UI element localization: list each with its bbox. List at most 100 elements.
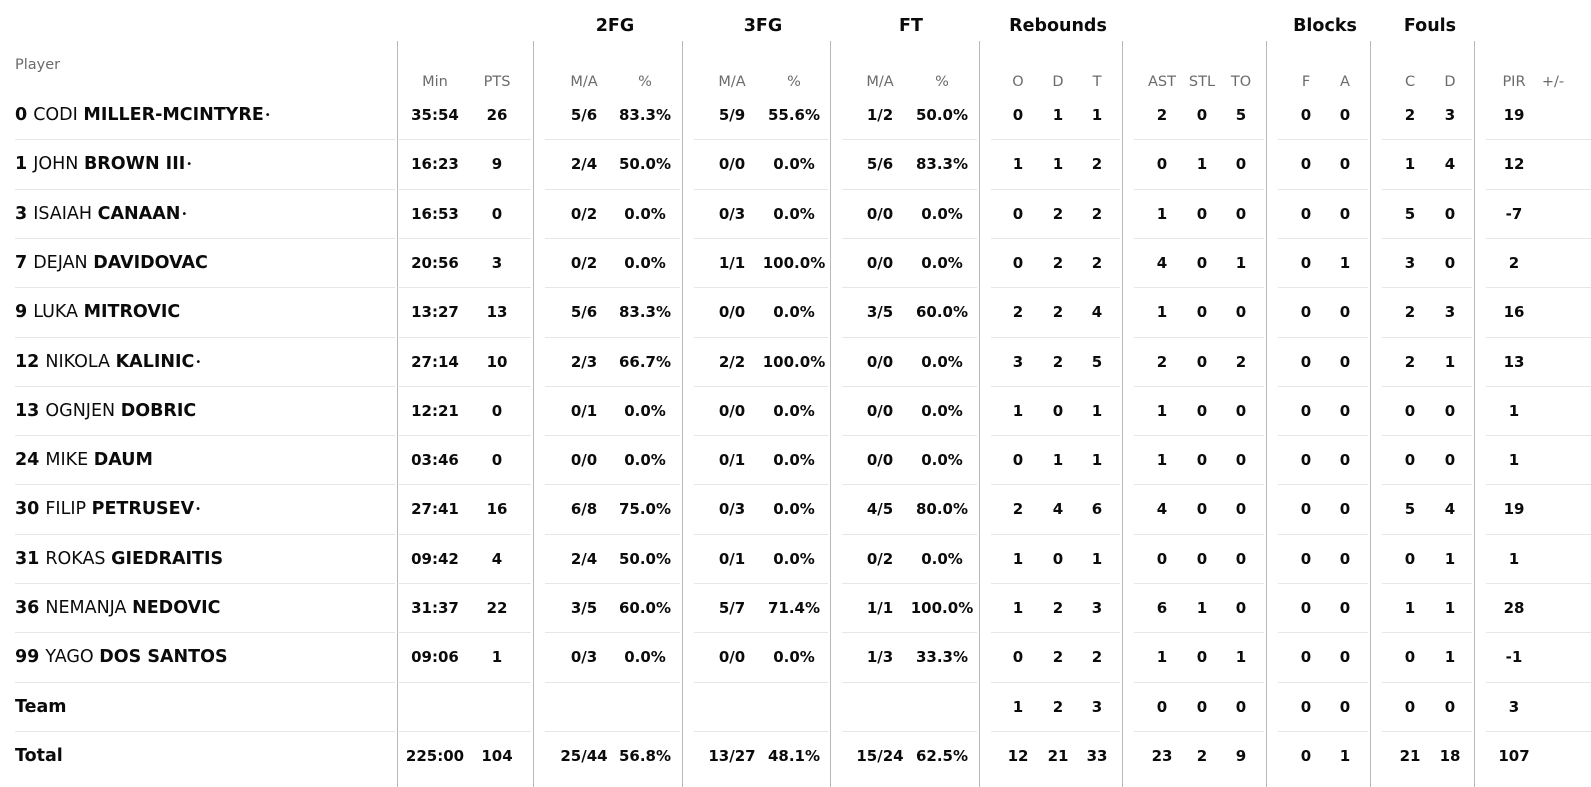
stat-cell-blk-f: 0: [1300, 599, 1312, 617]
row-divider: [1382, 435, 1472, 436]
stat-cell-reb-t: 1: [1091, 451, 1103, 470]
stat-cell-ft-ma: 0/0: [866, 204, 894, 223]
column-header-blk-a: A: [1340, 74, 1350, 90]
stat-cell-min: 225:00: [405, 746, 465, 765]
player-name-link[interactable]: 36 NEMANJA NEDOVIC: [15, 584, 221, 633]
column-divider: [682, 41, 683, 787]
stat-cell-blk-f: 0: [1300, 106, 1312, 124]
row-divider: [1486, 682, 1591, 683]
player-first-name: FILIP: [45, 499, 87, 520]
player-first-name: NIKOLA: [45, 351, 111, 372]
row-divider: [1382, 682, 1472, 683]
row-divider: [545, 238, 680, 239]
stat-cell-reb-o: 1: [1012, 401, 1024, 420]
stat-cell-blk-a: 0: [1339, 648, 1351, 667]
row-divider: [1486, 189, 1591, 190]
player-name-link[interactable]: 7 DEJAN DAVIDOVAC: [15, 239, 208, 288]
stat-cell-fg2-ma: 2/3: [570, 352, 598, 371]
row-divider: [991, 583, 1120, 584]
stat-cell-foul-d: 4: [1444, 500, 1456, 519]
row-divider: [991, 484, 1120, 485]
player-column-header: Player: [15, 57, 61, 73]
group-ft: FT: [899, 16, 923, 36]
stat-cell-stl: 1: [1196, 599, 1208, 617]
player-name-link[interactable]: 3 ISAIAH CANAAN•: [15, 190, 187, 239]
stat-cell-reb-t: 3: [1091, 697, 1103, 716]
jersey-number: 0: [15, 105, 28, 125]
row-divider: [399, 534, 531, 535]
column-divider: [830, 41, 831, 787]
player-name-link[interactable]: 1 JOHN BROWN III•: [15, 140, 192, 189]
stat-cell-blk-a: 0: [1339, 303, 1351, 322]
row-divider: [1278, 139, 1368, 140]
stat-cell-ft-pct: 80.0%: [915, 500, 969, 519]
column-header-ft-pct: %: [935, 74, 949, 90]
stat-cell-stl: 0: [1196, 451, 1208, 470]
table-row: 0 CODI MILLER-MCINTYRE• 35:54 26 5/6 83.3% 5/9…: [0, 91, 1591, 140]
row-divider: [15, 386, 395, 387]
stat-cell-blk-f: 0: [1300, 303, 1312, 322]
row-divider: [1486, 534, 1591, 535]
stat-cell-foul-d: 0: [1444, 697, 1456, 716]
player-name-link[interactable]: 0 CODI MILLER-MCINTYRE•: [15, 91, 271, 140]
stat-cell-reb-d: 2: [1052, 204, 1064, 223]
row-divider: [1134, 682, 1264, 683]
stat-cell-blk-f: 0: [1300, 451, 1312, 470]
column-divider: [979, 41, 980, 787]
row-divider: [1382, 583, 1472, 584]
player-name-link[interactable]: 31 ROKAS GIEDRAITIS: [15, 535, 223, 584]
row-divider: [991, 731, 1120, 732]
player-first-name: ISAIAH: [33, 203, 93, 224]
stat-cell-fg3-ma: 0/1: [718, 549, 746, 568]
row-divider: [399, 337, 531, 338]
stat-cell-blk-a: 0: [1339, 697, 1351, 716]
stat-cell-stl: 1: [1196, 155, 1208, 174]
column-header-fg2-pct: %: [638, 74, 652, 90]
player-name-link[interactable]: 30 FILIP PETRUSEV•: [15, 485, 201, 534]
jersey-number: 7: [15, 252, 28, 273]
row-divider: [694, 189, 828, 190]
player-name-link[interactable]: 12 NIKOLA KALINIC•: [15, 338, 201, 387]
total-label-text: Total: [15, 745, 63, 766]
row-divider: [1278, 583, 1368, 584]
stat-cell-ft-pct: 83.3%: [915, 155, 969, 174]
team-label: Team: [15, 683, 67, 732]
player-name-link[interactable]: 13 OGNJEN DOBRIC: [15, 387, 196, 436]
stat-cell-foul-d: 3: [1444, 106, 1456, 124]
row-divider: [1382, 287, 1472, 288]
stat-cell-reb-d: 2: [1052, 599, 1064, 617]
stat-cell-foul-c: 0: [1404, 401, 1416, 420]
row-divider: [1134, 583, 1264, 584]
row-divider: [1278, 731, 1368, 732]
stat-cell-pir: -1: [1505, 648, 1523, 667]
stat-cell-fg3-ma: 2/2: [718, 352, 746, 371]
stat-cell-reb-d: 1: [1052, 106, 1064, 124]
stat-cell-reb-d: 2: [1052, 648, 1064, 667]
stat-cell-reb-t: 5: [1091, 352, 1103, 371]
row-divider: [842, 189, 977, 190]
row-divider: [1134, 337, 1264, 338]
row-divider: [1134, 238, 1264, 239]
stat-cell-reb-t: 2: [1091, 155, 1103, 174]
stat-cell-ft-ma: 5/6: [866, 155, 894, 174]
stat-cell-fg2-pct: 75.0%: [618, 500, 672, 519]
stat-cell-ast: 6: [1156, 599, 1168, 617]
player-name-link[interactable]: 99 YAGO DOS SANTOS: [15, 633, 228, 682]
row-divider: [15, 435, 395, 436]
stat-cell-reb-o: 12: [1007, 746, 1029, 765]
stat-cell-ft-ma: 1/2: [866, 106, 894, 124]
row-divider: [545, 583, 680, 584]
stat-cell-ast: 1: [1156, 648, 1168, 667]
table-row: 9 LUKA MITROVIC 13:27 13 5/6 83.3% 0/0 0.0% 3/5 6…: [0, 288, 1591, 337]
stat-cell-reb-d: 4: [1052, 500, 1064, 519]
column-divider: [1266, 41, 1267, 787]
group-rebounds: Rebounds: [1009, 16, 1107, 36]
stat-cell-foul-d: 4: [1444, 155, 1456, 174]
row-divider: [399, 238, 531, 239]
row-divider: [842, 632, 977, 633]
row-divider: [991, 534, 1120, 535]
player-name-link[interactable]: 24 MIKE DAUM: [15, 436, 153, 485]
player-name-link[interactable]: 9 LUKA MITROVIC: [15, 288, 180, 337]
stat-cell-foul-c: 5: [1404, 204, 1416, 223]
